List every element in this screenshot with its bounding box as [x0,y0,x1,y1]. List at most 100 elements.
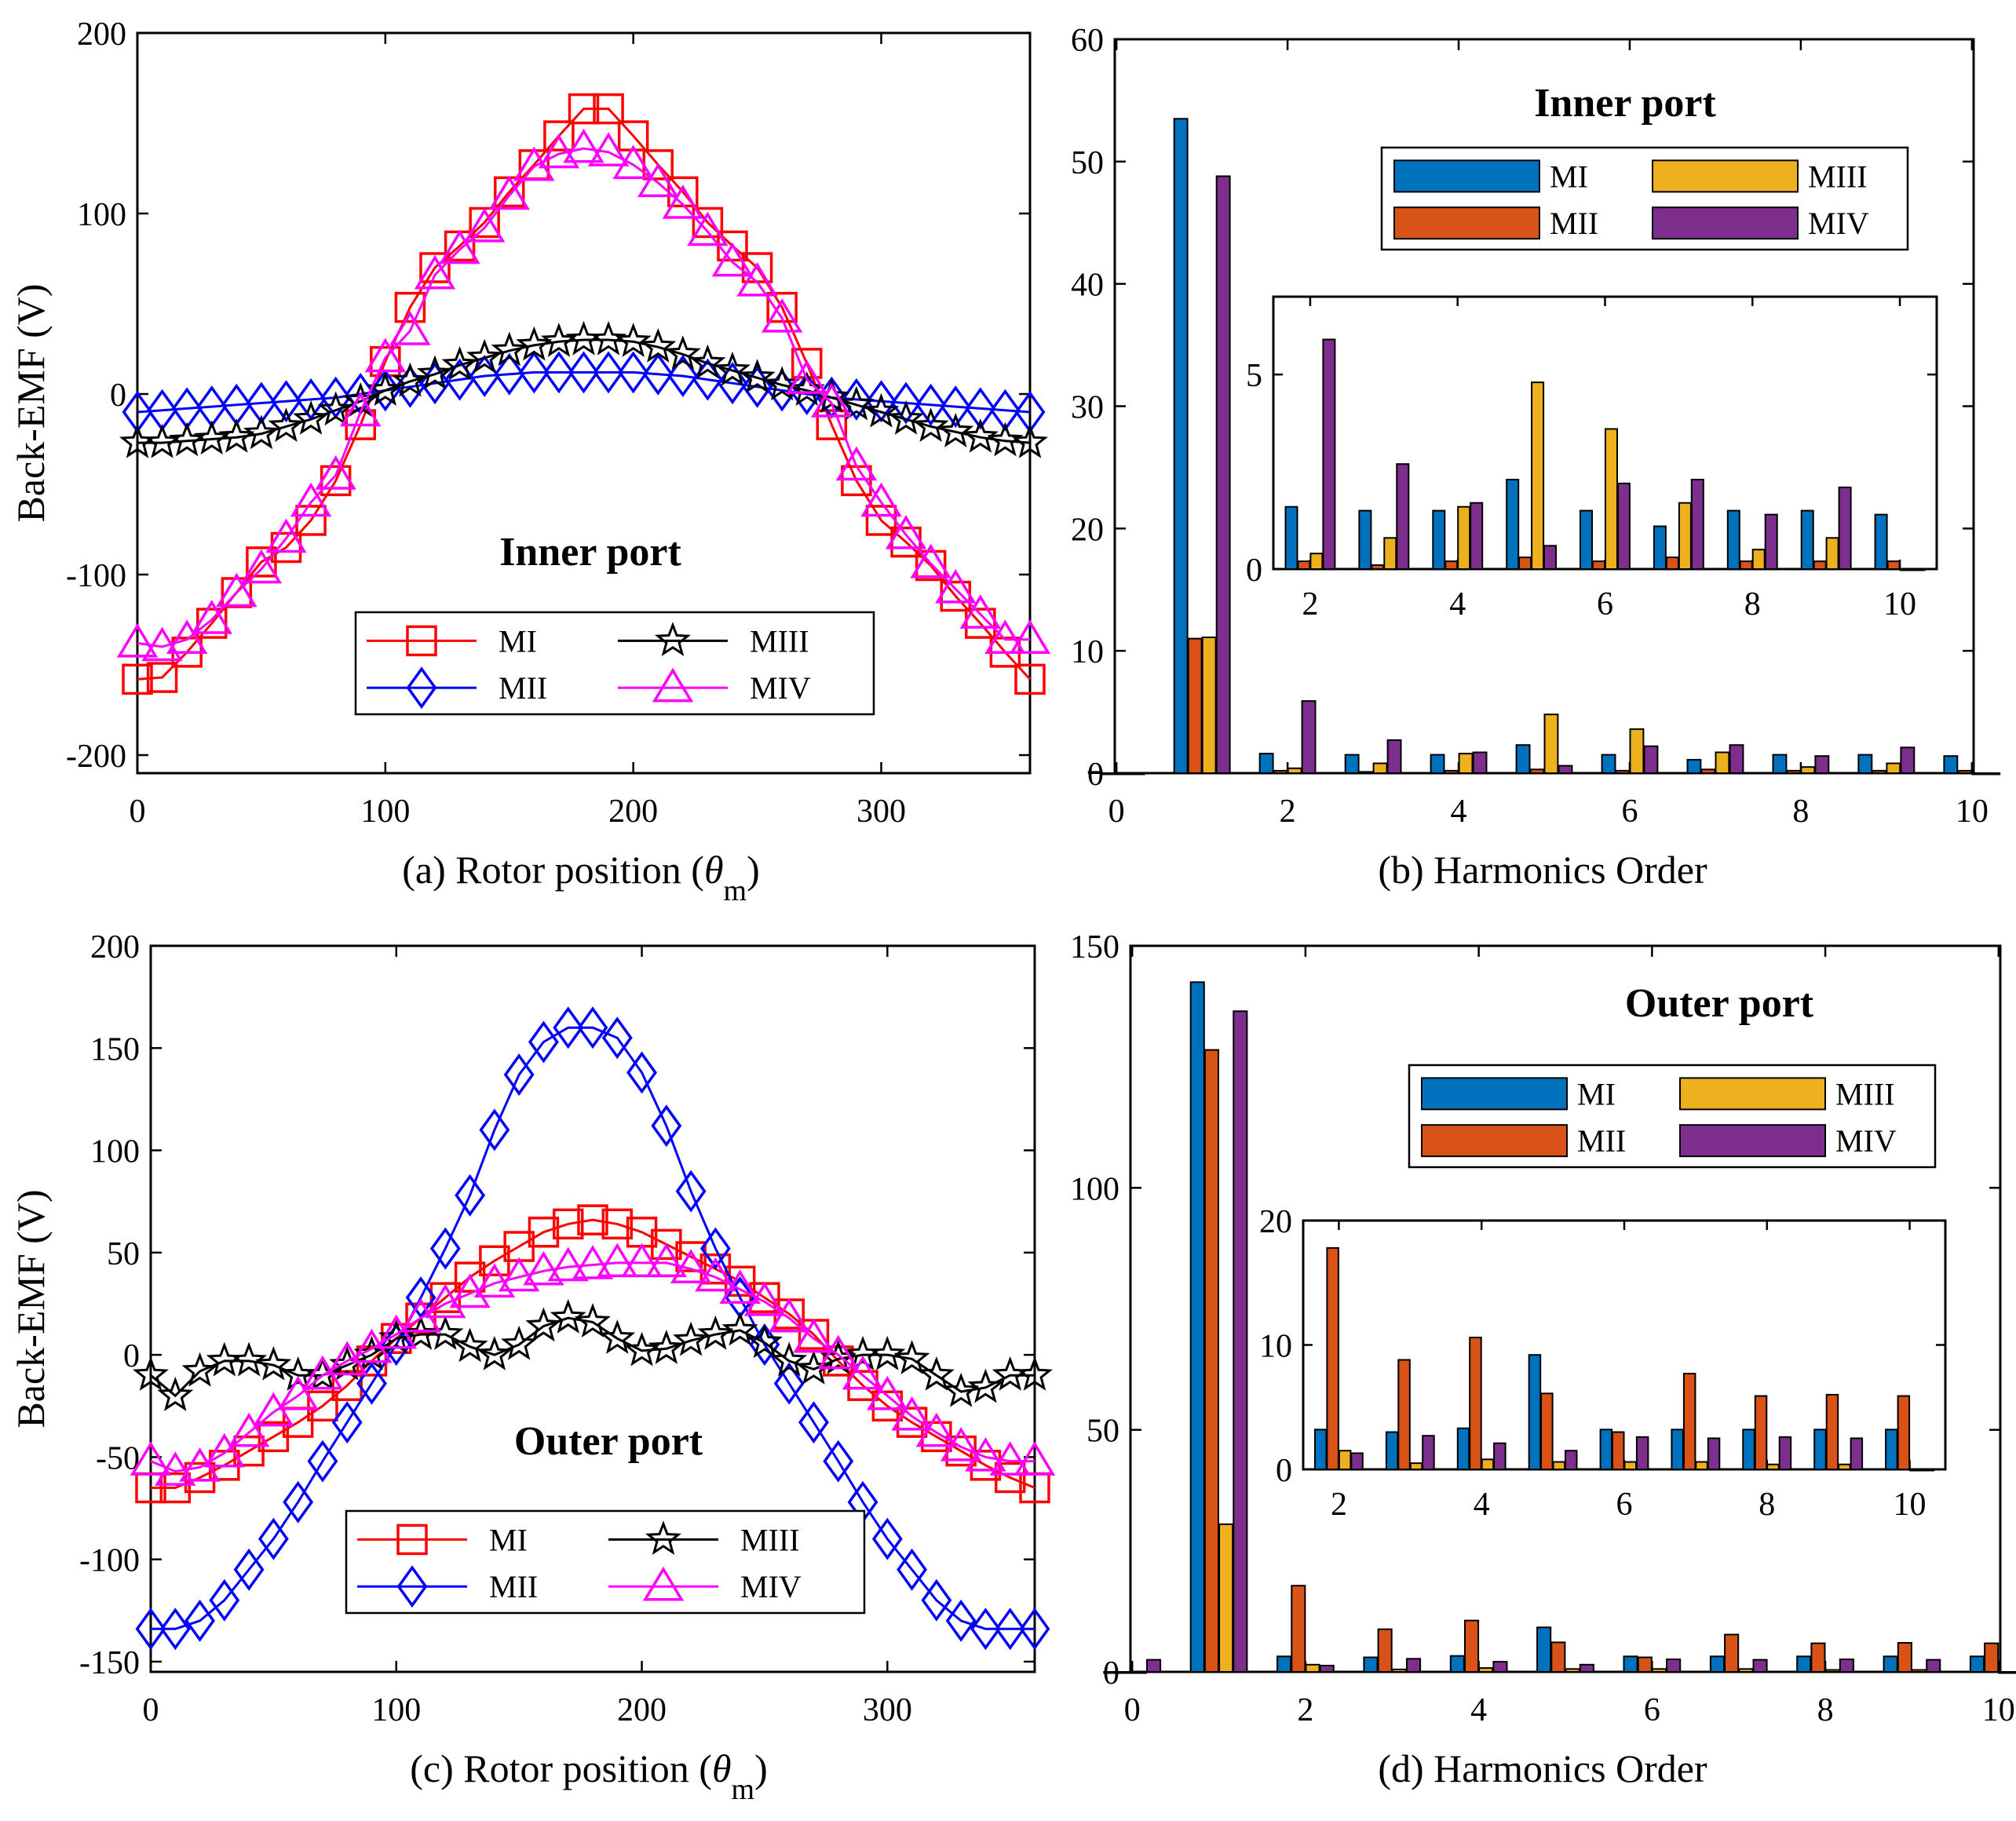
bar-MI [1943,755,1959,775]
bar-MI [1344,754,1360,774]
data-point-MIII [476,1335,513,1370]
inset-bar-MI [1385,1431,1399,1470]
data-point-MIV [645,1243,688,1278]
data-point-MIII [1016,1356,1054,1391]
inset-bar-MIV [1921,1469,1934,1472]
data-point-MI [270,531,302,564]
data-point-MII [494,352,525,396]
inset-bar-MII [1682,1373,1696,1470]
x-tick-label: 2 [1280,794,1296,830]
data-point-MIV [463,207,506,243]
series-line-MIII [150,1316,1035,1398]
legend: MI MII MIII MIV [1408,1064,1937,1169]
inset-bar-MIV [1635,1436,1649,1471]
inset-bar-MII [1612,1431,1625,1470]
x-axis-caption: (a) Rotor position (θm) [402,848,759,907]
data-point-MIII [181,1352,218,1387]
inset-bar-MII [1297,560,1311,570]
inset-bar-MI [1653,525,1667,570]
x-axis-caption: (d) Harmonics Order [1378,1746,1707,1790]
data-point-MIII [912,407,949,443]
data-point-MII [528,1020,559,1064]
data-point-MIII [416,355,454,390]
bar-MIII [1824,1669,1840,1673]
y-tick-label: -200 [66,739,126,775]
y-tick-label: 20 [1071,512,1104,548]
data-point-MIII [943,1372,980,1407]
data-point-MIV [793,1318,835,1353]
data-point-MII [331,1401,363,1444]
data-point-MIV [612,144,654,180]
data-point-MIII [869,1335,906,1370]
inset-bar-MIV [1912,568,1926,571]
x-tick-label: 10 [1982,1692,2015,1728]
series-line-MIV [150,1261,1035,1473]
inset-bar-MIII [1481,1458,1495,1471]
bar-MIII [1800,766,1816,775]
bar-MIII [1116,772,1131,775]
inset-x-tick-label: 10 [1883,586,1916,622]
y-tick-label: 200 [77,16,126,53]
bar-MII [1187,637,1203,774]
data-point-MIII [664,335,701,370]
bar-MIII [1565,1668,1580,1673]
bar-MIV [1839,1659,1854,1673]
data-point-MII [626,1051,657,1094]
inset-x-tick-label: 10 [1894,1487,1927,1523]
bar-MIV [1319,1665,1335,1673]
data-point-MIII [255,1345,292,1381]
legend-marker-MIV [642,1566,685,1601]
data-point-MIII [888,400,925,435]
data-point-MII [921,1578,952,1622]
bar-MII [1464,1619,1480,1673]
legend-label-MIV: MIV [750,670,811,706]
inset-bar-MIII [1825,537,1839,570]
data-point-MIII [640,327,677,363]
inset-bar-MIII [1531,381,1545,570]
data-point-MIII [574,1303,612,1338]
x-tick-label: 200 [617,1692,667,1728]
data-point-MI [675,1241,707,1272]
data-point-MIV [364,338,407,373]
legend-label-MI: MI [1577,1076,1616,1111]
chart-c: 0 100 200 300 -150 -100 -50 0 50 100 150 200 Back-EM… [9,929,1056,1806]
data-point-MIV [670,1249,712,1283]
series-MIII [119,320,1049,458]
inset-y-tick-label: 5 [1246,358,1262,394]
inset-bar-MIV [1616,482,1631,571]
y-tick-label: 40 [1071,268,1104,304]
data-point-MI [593,93,624,125]
data-point-MIII [788,371,825,407]
data-point-MI [965,608,996,639]
inset-bars [1284,338,1926,571]
data-point-MIV [191,600,232,634]
series-MIV [116,128,1051,662]
legend-label-MIV: MIV [1835,1123,1897,1159]
data-point-MII [890,381,922,425]
legend-label-MIII: MIII [1808,159,1868,194]
bar-MII [1291,1585,1306,1673]
data-point-MIII [764,366,801,401]
data-point-MIV [414,254,456,290]
legend-swatch-MIV [1679,1124,1826,1158]
data-point-MIII [231,1341,268,1377]
inset: 2 4 6 8 10 0 10 20 [1259,1204,1947,1523]
data-point-MII [568,351,599,394]
data-point-MI [601,1208,634,1240]
x-tick-label: 100 [371,1692,421,1728]
inset-bar-MII [1397,1359,1411,1470]
inset-bar-MIV [1322,338,1336,570]
data-point-MIII [501,1325,538,1360]
legend-marker-MII [406,666,437,710]
inset-x-tick-label: 8 [1744,586,1761,622]
bar-MIV [1558,765,1573,774]
y-tick-label: 100 [1070,1171,1119,1207]
data-point-MIV [228,1412,270,1447]
bar-MI [1363,1656,1379,1673]
legend-label-MII: MII [1577,1123,1626,1159]
bar-MII [1273,769,1288,775]
inset-y-tick-label: 0 [1246,553,1262,589]
bar-MIV [1752,1659,1768,1673]
bar-MIII [1629,728,1645,775]
